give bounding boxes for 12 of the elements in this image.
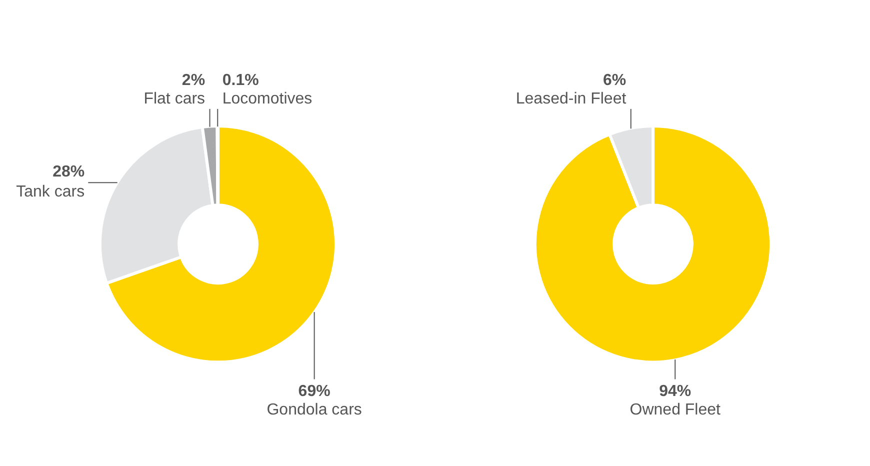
- data-label: 28%: [52, 164, 85, 181]
- data-label: 6%: [603, 72, 626, 89]
- slice-label: Locomotives: [222, 90, 312, 108]
- slice-label: Leased-in Fleet: [516, 90, 627, 108]
- data-label: 94%: [659, 382, 692, 400]
- slice-label: Gondola cars: [266, 402, 362, 419]
- slice-label: Tank cars: [16, 184, 85, 201]
- data-label: 69%: [298, 382, 330, 400]
- data-label: 2%: [182, 72, 206, 89]
- data-label: 0.1%: [222, 72, 259, 89]
- slice-label: Owned Fleet: [630, 402, 722, 419]
- slice-label: Flat cars: [144, 90, 206, 108]
